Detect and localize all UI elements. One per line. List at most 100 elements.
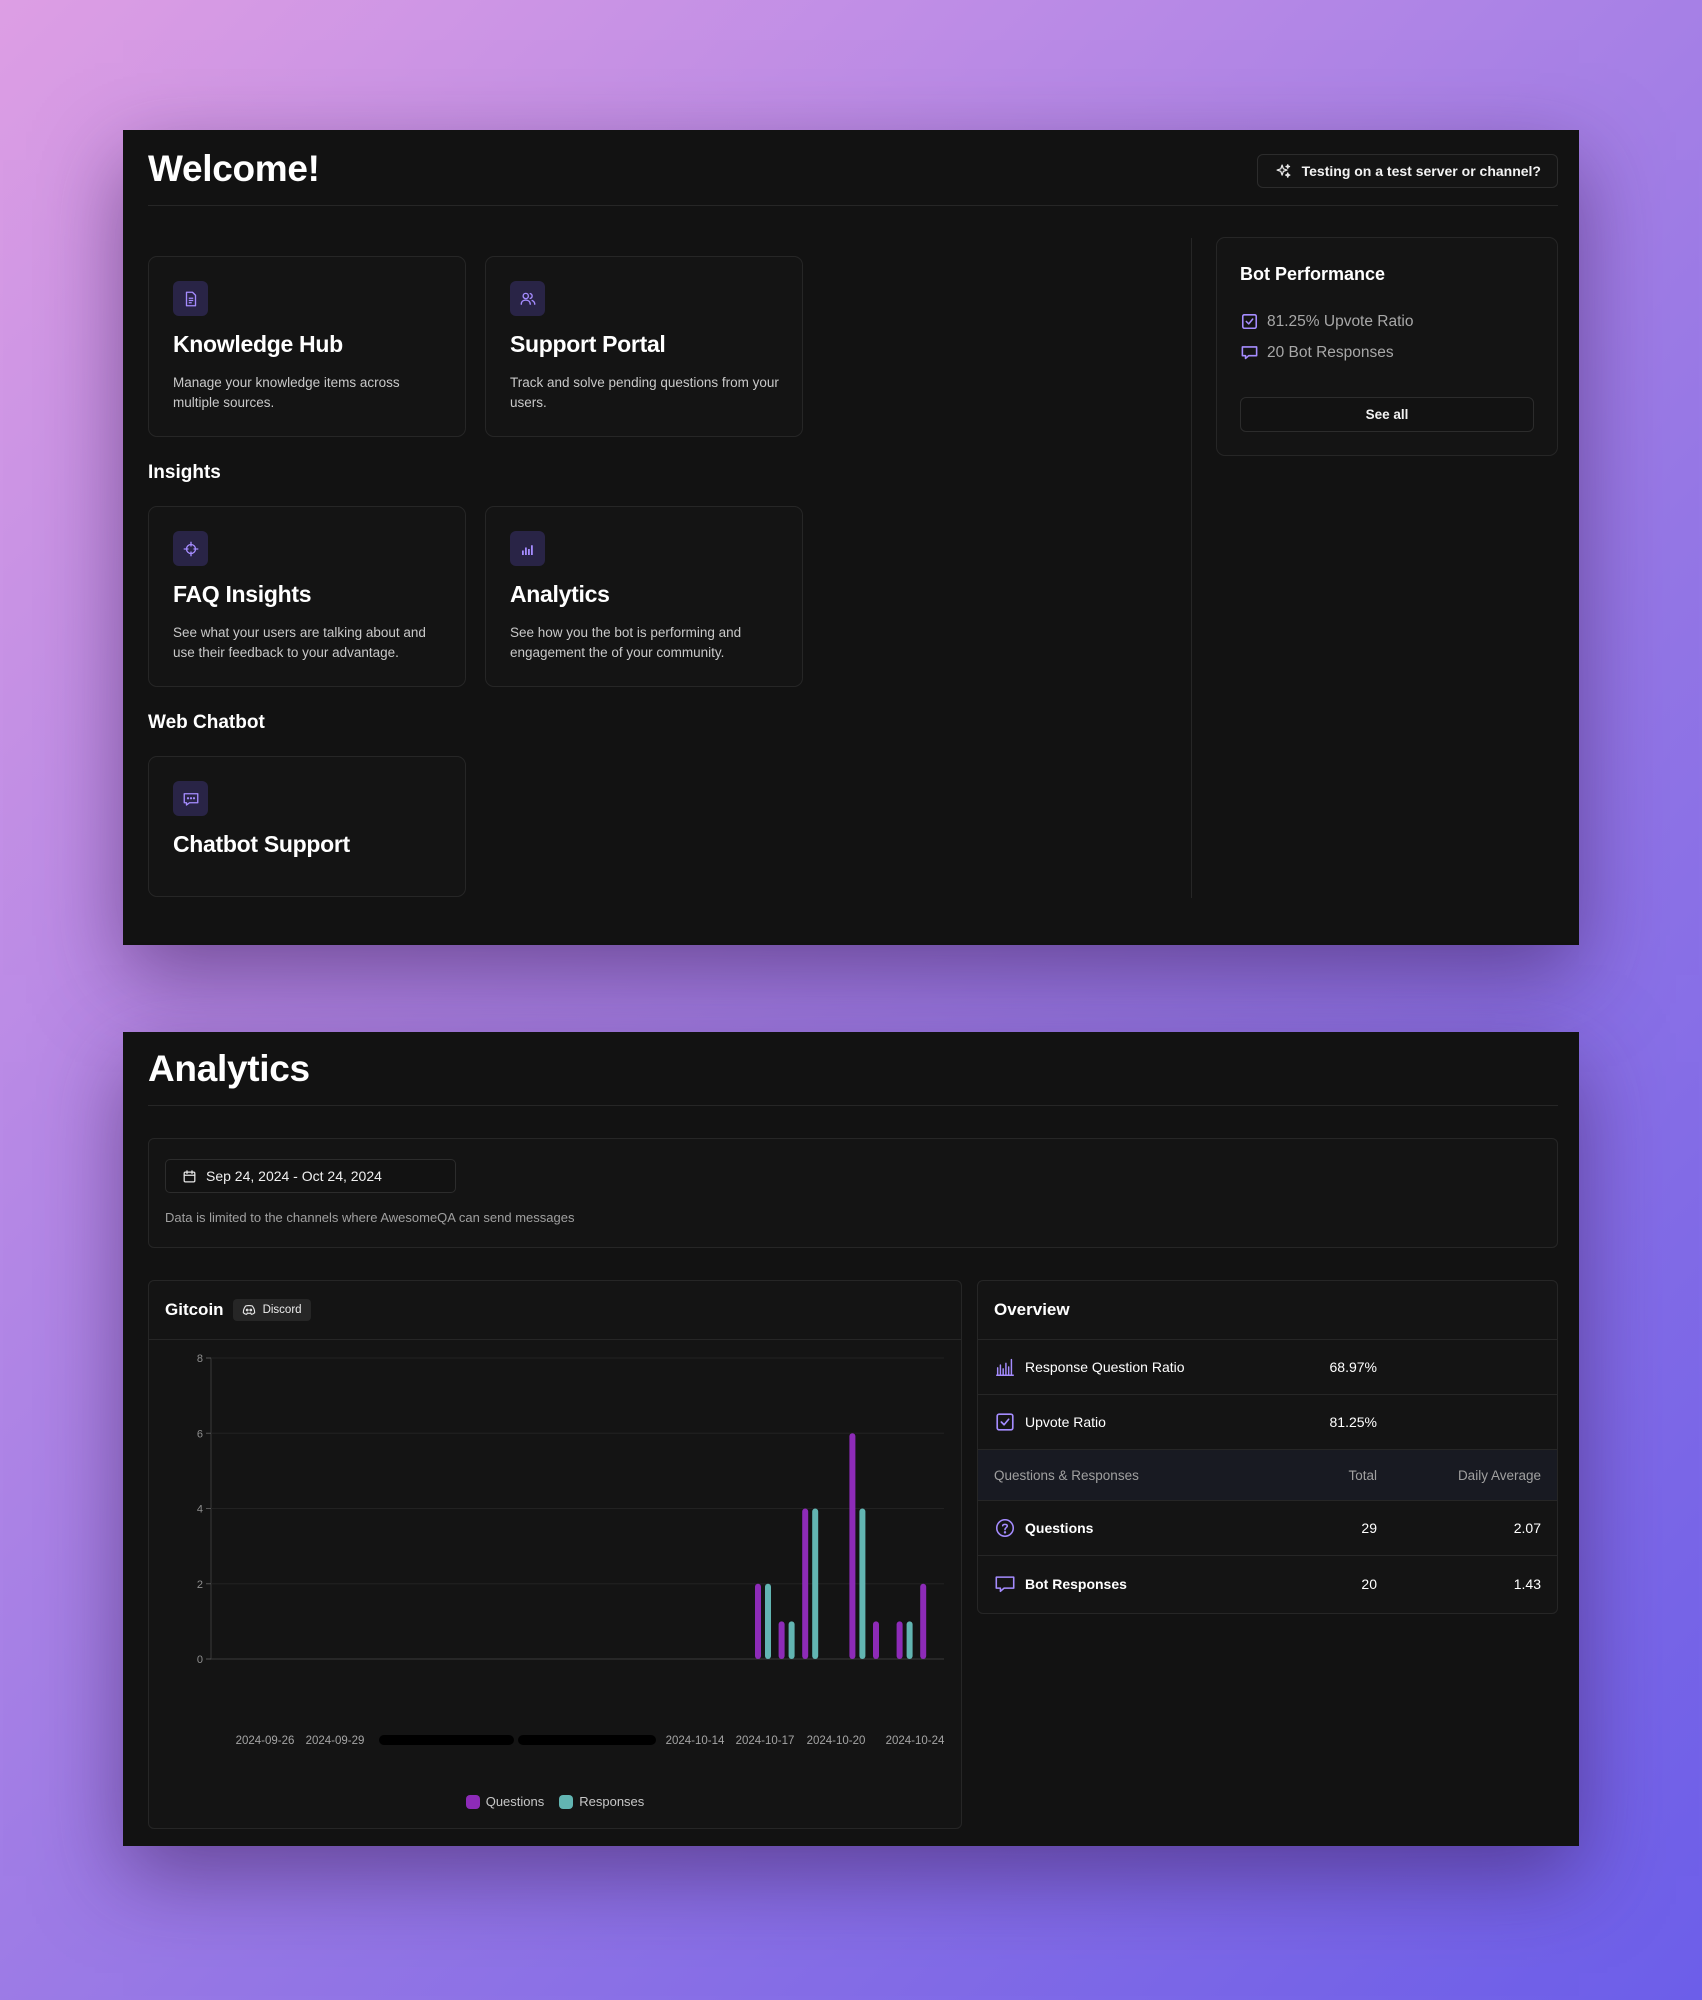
legend-item-responses[interactable]: Responses [559,1794,644,1809]
bot-responses-stat: 20 Bot Responses [1240,343,1394,362]
title-divider [148,1105,1558,1106]
bot-performance-card: Bot Performance 81.25% Upvote Ratio 20 B… [1216,237,1558,456]
legend-swatch [465,1794,480,1809]
card-title: Analytics [510,581,610,607]
bar-responses [859,1508,866,1659]
row-label: Bot Responses [1025,1575,1127,1592]
x-tick-label: 2024-10-20 [807,1735,866,1747]
bar-questions [896,1621,903,1659]
upvote-ratio-row: Upvote Ratio 81.25% [978,1395,1557,1450]
bar-questions [920,1583,927,1659]
analytics-card[interactable]: Analytics See how you the bot is perform… [485,506,803,687]
see-all-button[interactable]: See all [1240,397,1534,432]
y-tick-label: 6 [197,1428,203,1440]
checkbox-icon [1241,313,1258,330]
message-icon [995,1575,1015,1592]
redacted-bar [379,1735,514,1745]
redacted-bar [518,1735,656,1745]
card-title: FAQ Insights [173,581,312,607]
chatbot-support-card[interactable]: Chatbot Support [148,756,466,897]
question-circle-icon [995,1518,1015,1538]
row-value: 68.97% [1329,1359,1377,1375]
table-header: Questions & Responses Total Daily Averag… [978,1450,1557,1501]
test-server-button[interactable]: Testing on a test server or channel? [1256,154,1558,188]
y-tick-label: 8 [197,1353,203,1365]
card-title: Chatbot Support [173,831,350,857]
discord-badge: Discord [232,1299,311,1321]
page-title: Welcome! [148,148,320,189]
legend-swatch [559,1794,574,1809]
card-description: Track and solve pending questions from y… [510,375,779,410]
bar-responses [906,1621,913,1659]
title-divider [148,205,1558,206]
table-row: Bot Responses 20 1.43 [978,1556,1557,1611]
x-tick-label: 2024-09-29 [306,1735,365,1747]
sparkles-icon [1276,163,1291,178]
source-name: Gitcoin [165,1300,224,1319]
analytics-panel: Analytics Sep 24, 2024 - Oct 24, 2024 Da… [123,1032,1579,1846]
table-row: Questions 29 2.07 [978,1501,1557,1556]
column-header-daily: Daily Average [1457,1467,1541,1483]
filter-box: Sep 24, 2024 - Oct 24, 2024 Data is limi… [148,1138,1558,1248]
row-total: 20 [1361,1575,1377,1592]
data-limit-note: Data is limited to the channels where Aw… [165,1210,575,1225]
section-insights: Insights [148,462,221,483]
welcome-panel: Welcome! Testing on a test server or cha… [123,130,1579,945]
card-title: Support Portal [510,331,666,357]
card-description: See how you the bot is performing and en… [510,625,742,660]
checkbox-icon [996,1413,1014,1431]
test-server-label: Testing on a test server or channel? [1301,163,1541,179]
row-label: Response Question Ratio [1025,1359,1185,1375]
knowledge-hub-card[interactable]: Knowledge Hub Manage your knowledge item… [148,256,466,437]
upvote-ratio-text: 81.25% Upvote Ratio [1267,312,1414,330]
legend-label: Responses [579,1794,645,1809]
document-icon [173,281,208,316]
bot-performance-title: Bot Performance [1240,264,1386,284]
legend-item-questions[interactable]: Questions [465,1794,545,1809]
bar-questions [849,1433,856,1659]
discord-badge-label: Discord [262,1304,302,1316]
bar-chart-icon [996,1358,1014,1376]
chat-bubble-icon [173,781,208,816]
legend-label: Questions [485,1794,545,1809]
faq-insights-card[interactable]: FAQ Insights See what your users are tal… [148,506,466,687]
overview-card: Overview Response Question Ratio 68.97% … [977,1280,1558,1614]
bar-chart-icon [510,531,545,566]
bar-questions [778,1621,785,1659]
y-tick-label: 2 [197,1579,203,1591]
row-total: 29 [1361,1520,1377,1536]
column-header-label: Questions & Responses [994,1467,1139,1483]
x-tick-label: 2024-10-14 [666,1735,725,1747]
calendar-icon [183,1169,196,1182]
row-value: 81.25% [1329,1414,1377,1430]
support-portal-card[interactable]: Support Portal Track and solve pending q… [485,256,803,437]
date-range-text: Sep 24, 2024 - Oct 24, 2024 [206,1168,382,1184]
row-daily: 2.07 [1513,1520,1541,1536]
crosshair-icon [173,531,208,566]
analytics-title: Analytics [148,1048,310,1089]
x-tick-label: 2024-10-17 [736,1735,795,1747]
bar-chart: 0 2 4 6 8 2024-09-26 2024-09-29 2024-10-14 2024-… [197,1353,945,1747]
row-label: Upvote Ratio [1025,1414,1106,1430]
bar-responses [765,1583,771,1659]
bot-responses-text: 20 Bot Responses [1267,343,1394,361]
chart-card: Gitcoin Discord 0 2 4 6 8 2024-09-26 2024-09-2… [148,1280,962,1829]
chart-legend: Questions Responses [149,1794,961,1809]
row-daily: 1.43 [1513,1575,1541,1592]
upvote-ratio-stat: 81.25% Upvote Ratio [1240,312,1413,331]
message-icon [1241,346,1258,360]
y-tick-label: 4 [197,1504,203,1516]
date-range-picker[interactable]: Sep 24, 2024 - Oct 24, 2024 [165,1159,456,1193]
vertical-divider [1191,238,1192,898]
chart-header: Gitcoin Discord [149,1281,961,1340]
bar-responses [788,1621,795,1659]
response-question-ratio-row: Response Question Ratio 68.97% [978,1340,1557,1395]
bar-questions [802,1508,809,1659]
card-title: Knowledge Hub [173,331,343,357]
card-description: Manage your knowledge items across multi… [173,375,400,410]
bar-questions [755,1583,761,1659]
y-tick-label: 0 [197,1654,203,1666]
section-web-chatbot: Web Chatbot [148,712,265,733]
discord-icon [242,1305,255,1315]
row-label: Questions [1025,1520,1094,1536]
